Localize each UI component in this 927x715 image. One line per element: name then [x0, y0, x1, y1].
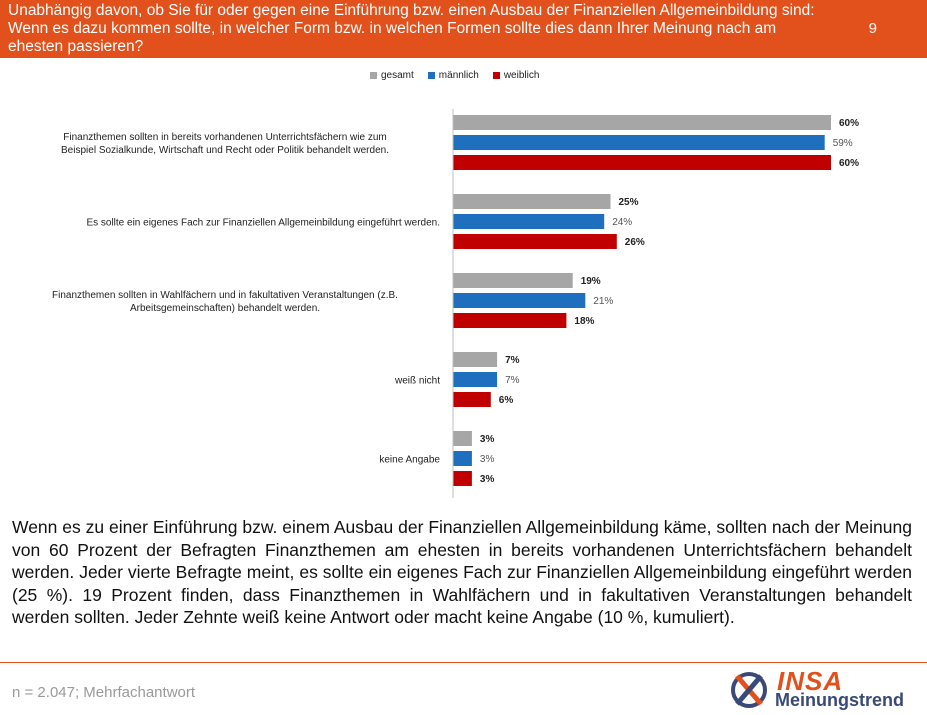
legend-item-weiblich: weiblich — [492, 70, 540, 81]
footer-divider — [0, 662, 927, 663]
insa-logo: INSA Meinungstrend — [729, 666, 919, 712]
category-label: Finanzthemen sollten in bereits vorhande… — [61, 132, 389, 156]
bar-value-label: 7% — [505, 355, 520, 366]
legend-swatch-maennlich — [427, 72, 435, 79]
category-label: weiß nicht — [394, 376, 440, 387]
logo-text-meinungstrend: Meinungstrend — [775, 690, 904, 710]
bar-maennlich — [453, 372, 498, 387]
legend-label-weiblich: weiblich — [503, 70, 540, 81]
bar-weiblich — [453, 234, 617, 249]
bar-gesamt — [453, 115, 831, 130]
bar-value-label: 60% — [839, 118, 859, 129]
insa-logo-mark-icon — [731, 672, 767, 708]
bar-value-label: 3% — [480, 434, 495, 445]
bar-value-label: 25% — [619, 197, 639, 208]
bar-gesamt — [453, 194, 611, 209]
sample-footnote: n = 2.047; Mehrfachantwort — [12, 684, 196, 701]
category-label: Finanzthemen sollten in Wahlfächern und … — [52, 290, 398, 314]
bar-value-label: 18% — [574, 316, 594, 327]
logo-text-insa: INSA — [777, 666, 844, 696]
legend-item-gesamt: gesamt — [370, 70, 414, 81]
bar-value-label: 60% — [839, 158, 859, 169]
bar-maennlich — [453, 451, 472, 466]
category-label: keine Angabe — [379, 455, 440, 466]
bar-gesamt — [453, 273, 573, 288]
bar-weiblich — [453, 471, 472, 486]
header-bar: Unabhängig davon, ob Sie für oder gegen … — [0, 0, 927, 58]
legend-label-gesamt: gesamt — [381, 70, 414, 81]
bar-gesamt — [453, 431, 472, 446]
chart-legend: gesamt männlich weiblich — [370, 70, 539, 81]
legend-swatch-gesamt — [370, 72, 377, 79]
bar-maennlich — [453, 293, 586, 308]
question-text: Unabhängig davon, ob Sie für oder gegen … — [8, 2, 815, 55]
bar-value-label: 3% — [480, 474, 495, 485]
bar-maennlich — [453, 214, 605, 229]
bar-value-label: 3% — [480, 454, 495, 465]
legend-item-maennlich: männlich — [427, 70, 479, 81]
legend-label-maennlich: männlich — [438, 70, 479, 81]
bar-value-label: 6% — [499, 395, 514, 406]
bar-value-label: 59% — [833, 138, 853, 149]
bar-value-label: 24% — [612, 217, 632, 228]
bar-weiblich — [453, 392, 491, 407]
category-label: Es sollte ein eigenes Fach zur Finanziel… — [86, 218, 440, 229]
summary-text: Wenn es zu einer Einführung bzw. einem A… — [12, 517, 912, 627]
bar-value-label: 7% — [505, 375, 520, 386]
bar-gesamt — [453, 352, 498, 367]
legend-swatch-weiblich — [492, 72, 500, 79]
bar-value-label: 26% — [625, 237, 645, 248]
bar-value-label: 19% — [581, 276, 601, 287]
bar-weiblich — [453, 155, 831, 170]
page-number: 9 — [868, 20, 877, 37]
bar-maennlich — [453, 135, 825, 150]
bar-chart: Finanzthemen sollten in bereits vorhande… — [52, 109, 859, 498]
bar-weiblich — [453, 313, 567, 328]
bar-value-label: 21% — [593, 296, 613, 307]
